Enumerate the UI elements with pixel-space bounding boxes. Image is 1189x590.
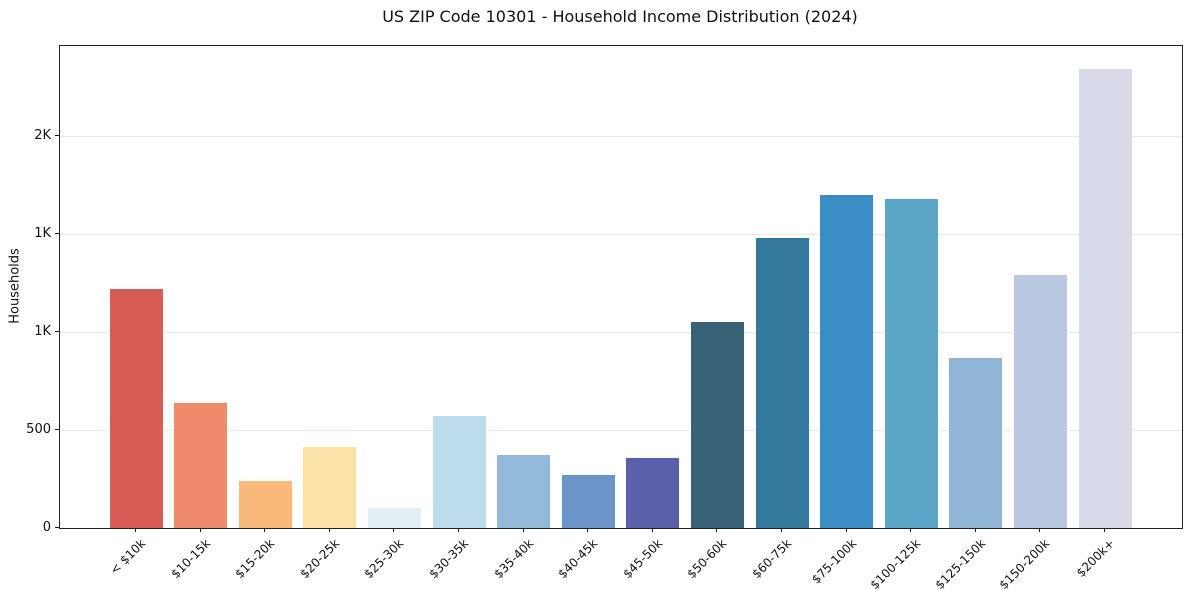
bar-6 bbox=[432, 416, 486, 528]
gridline bbox=[60, 234, 1182, 236]
bar-15 bbox=[1013, 275, 1067, 528]
x-tick-mark bbox=[1104, 528, 1105, 532]
chart-title: US ZIP Code 10301 - Household Income Dis… bbox=[382, 7, 858, 26]
gridline bbox=[60, 430, 1182, 432]
bar-10 bbox=[690, 322, 744, 528]
x-tick-label: $60-75k bbox=[749, 536, 795, 582]
y-tick-mark bbox=[55, 527, 59, 528]
bar-8 bbox=[561, 475, 615, 528]
x-tick-mark bbox=[845, 528, 847, 532]
x-tick-label: $50-60k bbox=[684, 536, 730, 582]
y-tick-label: 0 bbox=[42, 520, 51, 535]
x-tick-label: $30-35k bbox=[426, 536, 472, 582]
y-tick-label: 500 bbox=[26, 422, 51, 438]
x-tick-mark bbox=[328, 528, 330, 532]
x-tick-label: $25-30k bbox=[361, 536, 407, 582]
gridline bbox=[60, 332, 1182, 334]
x-tick-mark bbox=[199, 528, 201, 532]
bar-14 bbox=[949, 357, 1003, 528]
y-tick-mark bbox=[55, 429, 59, 431]
x-tick-label: $45-50k bbox=[620, 536, 665, 582]
x-tick-label: < $10k bbox=[107, 536, 149, 578]
x-tick-label: $200k+ bbox=[1073, 536, 1118, 580]
bar-4 bbox=[303, 446, 357, 528]
x-tick-mark bbox=[781, 528, 782, 532]
bar-9 bbox=[626, 458, 680, 528]
x-tick-mark bbox=[587, 528, 589, 532]
x-tick-mark bbox=[974, 528, 976, 532]
bar-11 bbox=[755, 238, 809, 528]
x-tick-mark bbox=[716, 528, 718, 532]
x-tick-label: $40-45k bbox=[555, 536, 601, 582]
x-tick-mark bbox=[458, 528, 459, 532]
x-tick-label: $10-15k bbox=[167, 536, 213, 582]
bar-13 bbox=[884, 198, 938, 528]
bar-5 bbox=[367, 508, 421, 528]
bar-16 bbox=[1078, 68, 1132, 528]
bar-12 bbox=[820, 194, 874, 528]
x-tick-label: $100-125k bbox=[867, 536, 924, 590]
x-tick-mark bbox=[135, 528, 136, 532]
bar-2 bbox=[174, 402, 228, 528]
gridline bbox=[60, 136, 1182, 138]
y-tick-label: 2K bbox=[34, 128, 51, 144]
x-tick-mark bbox=[522, 528, 524, 532]
x-tick-label: $125-150k bbox=[932, 536, 988, 590]
x-tick-mark bbox=[651, 528, 653, 532]
x-tick-mark bbox=[393, 528, 395, 532]
x-tick-mark bbox=[910, 528, 912, 532]
y-tick-label: 1K bbox=[34, 226, 51, 242]
bar-1 bbox=[109, 288, 163, 528]
x-tick-label: $20-25k bbox=[297, 536, 342, 582]
bar-3 bbox=[238, 480, 292, 528]
plot-area bbox=[59, 45, 1183, 529]
y-tick-mark bbox=[55, 233, 59, 235]
x-tick-mark bbox=[1039, 528, 1041, 532]
x-tick-label: $35-40k bbox=[490, 536, 536, 582]
y-tick-mark bbox=[55, 331, 59, 333]
y-axis-label: Households bbox=[7, 248, 23, 324]
y-tick-mark bbox=[55, 135, 59, 137]
bar-7 bbox=[497, 454, 551, 528]
x-tick-label: $150-200k bbox=[996, 536, 1053, 590]
x-tick-mark bbox=[264, 528, 266, 532]
x-tick-label: $15-20k bbox=[232, 536, 278, 582]
x-tick-label: $75-100k bbox=[808, 536, 859, 587]
y-tick-label: 1K bbox=[34, 324, 51, 340]
